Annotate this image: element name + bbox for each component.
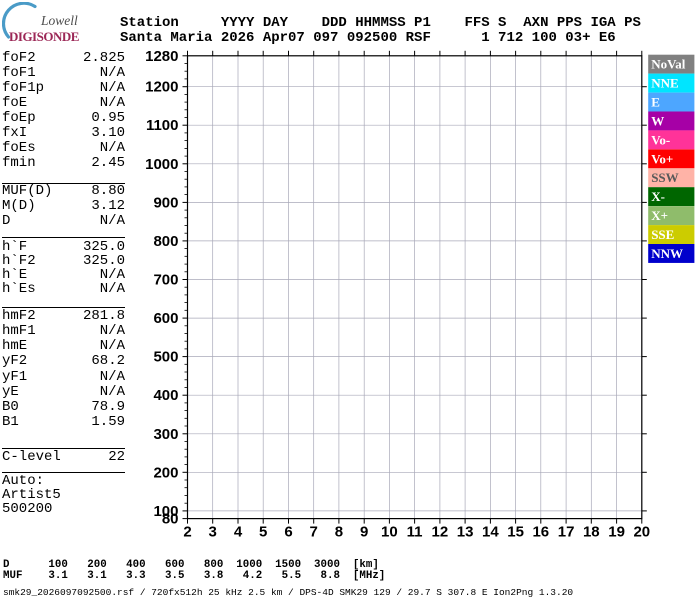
- svg-text:19: 19: [608, 524, 625, 541]
- svg-text:X-: X-: [651, 189, 665, 204]
- svg-text:10: 10: [381, 524, 398, 541]
- svg-text:15: 15: [507, 524, 524, 541]
- svg-text:NNE: NNE: [651, 76, 678, 91]
- svg-text:2: 2: [183, 524, 191, 541]
- svg-text:1280: 1280: [145, 48, 178, 65]
- svg-text:4: 4: [234, 524, 243, 541]
- svg-text:NNW: NNW: [651, 246, 683, 261]
- svg-text:X+: X+: [651, 208, 668, 223]
- svg-text:3: 3: [209, 524, 217, 541]
- svg-text:W: W: [651, 113, 664, 128]
- svg-text:9: 9: [360, 524, 368, 541]
- svg-text:200: 200: [153, 464, 178, 481]
- svg-text:NoVal: NoVal: [651, 57, 686, 72]
- svg-text:5: 5: [259, 524, 267, 541]
- svg-text:6: 6: [284, 524, 292, 541]
- svg-text:1200: 1200: [145, 79, 178, 96]
- svg-text:14: 14: [482, 524, 499, 541]
- svg-text:E: E: [651, 95, 660, 110]
- svg-text:20: 20: [633, 524, 650, 541]
- svg-text:900: 900: [153, 194, 178, 211]
- svg-text:500: 500: [153, 349, 178, 366]
- svg-text:600: 600: [153, 310, 178, 327]
- svg-text:1000: 1000: [145, 156, 178, 173]
- svg-text:18: 18: [583, 524, 600, 541]
- svg-text:800: 800: [153, 233, 178, 250]
- svg-text:1100: 1100: [146, 117, 179, 134]
- svg-text:300: 300: [153, 426, 178, 443]
- svg-text:13: 13: [457, 524, 474, 541]
- svg-text:Vo+: Vo+: [651, 151, 673, 166]
- svg-text:80: 80: [162, 511, 179, 528]
- svg-text:12: 12: [432, 524, 449, 541]
- svg-text:16: 16: [532, 524, 549, 541]
- svg-text:7: 7: [310, 524, 318, 541]
- svg-text:700: 700: [153, 272, 178, 289]
- svg-text:17: 17: [558, 524, 575, 541]
- svg-text:Vo-: Vo-: [651, 132, 670, 147]
- svg-text:SSE: SSE: [651, 227, 674, 242]
- svg-text:SSW: SSW: [651, 170, 678, 185]
- svg-text:11: 11: [407, 524, 423, 541]
- svg-text:400: 400: [153, 387, 178, 404]
- svg-text:8: 8: [335, 524, 343, 541]
